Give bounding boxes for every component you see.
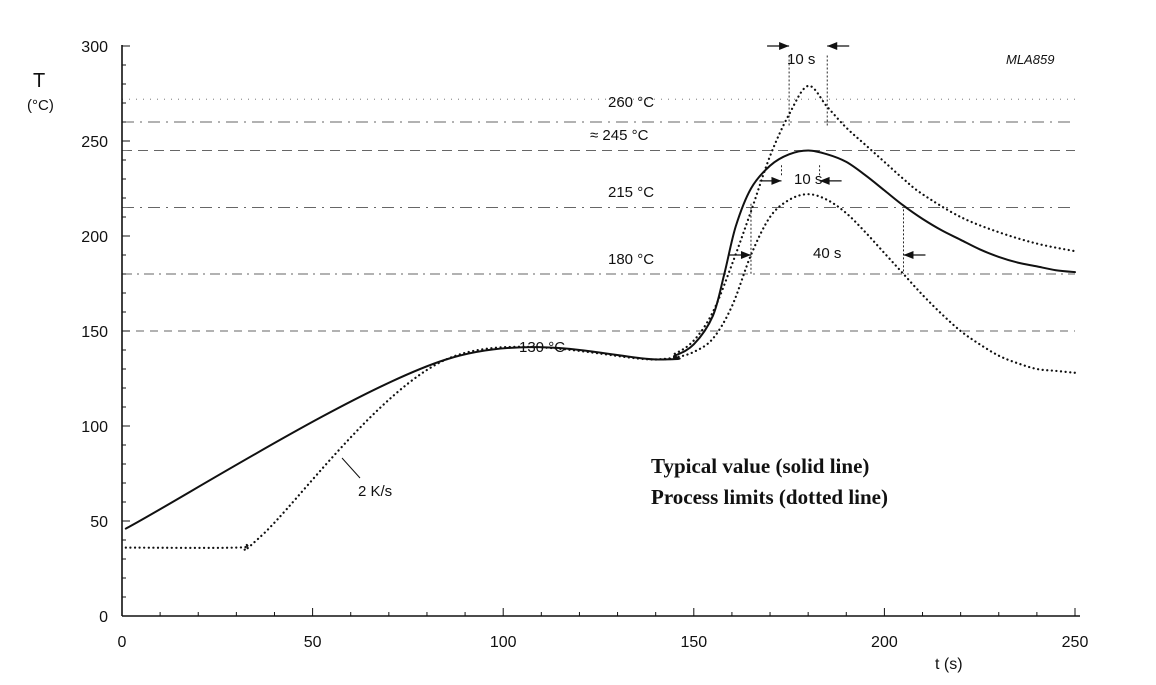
typical-value-curve xyxy=(124,149,1076,530)
y-tick-label: 100 xyxy=(81,419,108,436)
duration-arrow-left-head xyxy=(740,251,751,259)
y-tick-label: 250 xyxy=(81,134,108,151)
duration-label-peak: 10 s xyxy=(787,51,815,68)
duration-label-40: 40 s xyxy=(813,245,841,262)
duration-arrow-left-head xyxy=(771,176,782,185)
legend: Typical value (solid line) Process limit… xyxy=(651,454,888,509)
y-tick-label: 150 xyxy=(81,324,108,341)
plateau-label-130: 130 °C xyxy=(519,339,565,356)
ramp-rate-label: 2 K/s xyxy=(358,483,392,500)
duration-arrow-left-head xyxy=(779,42,790,50)
ref-label-260: 260 °C xyxy=(608,94,654,111)
duration-arrow-right-head xyxy=(903,251,914,259)
y-tick-label: 0 xyxy=(99,609,108,626)
y-tick-label: 300 xyxy=(81,39,108,56)
annotations: T (°C) t (s) MLA859 260 °C ≈ 245 °C 215 … xyxy=(27,51,1054,673)
series xyxy=(124,84,1077,552)
y-axis-label: T xyxy=(33,70,45,92)
process-limit-curve-1 xyxy=(124,84,1077,552)
ref-label-215: 215 °C xyxy=(608,184,654,201)
reference-lines xyxy=(122,98,1075,332)
duration-arrows xyxy=(728,42,926,274)
y-axis-unit: (°C) xyxy=(27,97,54,114)
x-axis-label: t (s) xyxy=(935,656,963,673)
y-tick-label: 200 xyxy=(81,229,108,246)
duration-arrow-right-head xyxy=(827,42,838,50)
y-tick-label: 50 xyxy=(90,514,108,531)
duration-arrow-right-head xyxy=(819,176,830,185)
ref-label-245: ≈ 245 °C xyxy=(590,127,649,144)
x-tick-label: 50 xyxy=(304,634,322,651)
duration-label-245: 10 s xyxy=(794,171,822,188)
x-tick-label: 250 xyxy=(1062,634,1089,651)
ramp-rate-leader xyxy=(341,457,361,479)
legend-entry-dotted: Process limits (dotted line) xyxy=(651,485,888,509)
x-tick-label: 100 xyxy=(490,634,517,651)
legend-entry-solid: Typical value (solid line) xyxy=(651,454,869,478)
x-tick-label: 0 xyxy=(118,634,127,651)
ticks: 0 50 100 150 200 250 300 0 50 100 150 200 250 xyxy=(81,39,1088,651)
process-limit-curve-2 xyxy=(654,193,1077,374)
figure-code: MLA859 xyxy=(1006,52,1054,67)
x-tick-label: 200 xyxy=(871,634,898,651)
x-tick-label: 150 xyxy=(680,634,707,651)
ref-label-180: 180 °C xyxy=(608,251,654,268)
